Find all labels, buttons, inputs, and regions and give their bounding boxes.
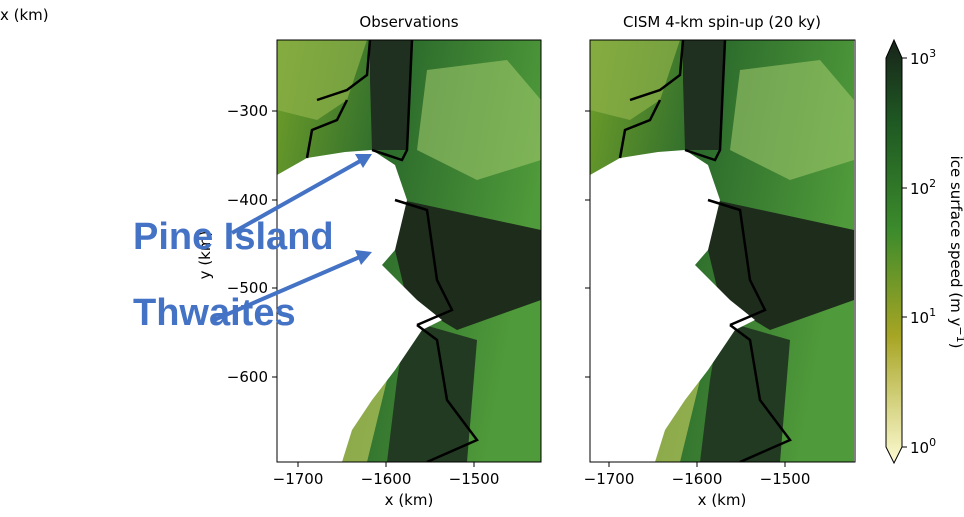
model-map <box>590 40 854 462</box>
text-part: −1 <box>954 326 964 342</box>
y-tick-label: −300 <box>227 102 268 120</box>
text-part: 3 <box>929 47 936 60</box>
arrows <box>213 154 372 322</box>
x-label: x (km) <box>698 491 747 509</box>
x-tick-label: −1600 <box>672 470 723 488</box>
x-tick-label: −1500 <box>760 470 811 488</box>
axes-frame <box>589 39 856 463</box>
annotation: Thwaites <box>133 292 296 334</box>
text-part: 2 <box>929 177 936 190</box>
annotation: Pine Island <box>133 216 334 258</box>
x-tick-label: −1700 <box>584 470 635 488</box>
y-label: y (km) <box>196 231 214 280</box>
colorbar <box>885 38 903 465</box>
panel-title: Observations <box>359 13 458 31</box>
colorbar-ticks: 103 102 101 100 <box>902 47 936 457</box>
colorbar-tick-label: 100 <box>910 436 936 457</box>
colorbar-tick-label: 102 <box>910 177 936 198</box>
x-ticks: −1700 −1600 −1500 <box>273 462 500 488</box>
text-part: 10 <box>910 50 929 68</box>
y-tick-label: −600 <box>227 368 268 386</box>
text-part: 0 <box>929 436 936 449</box>
text-part: ) <box>947 343 964 349</box>
x-tick-label: −1700 <box>273 470 324 488</box>
text-part: 10 <box>910 439 929 457</box>
text-part: 10 <box>910 180 929 198</box>
y-tick-label: −500 <box>227 279 268 297</box>
panel-title: CISM 4-km spin-up (20 ky) <box>623 13 821 31</box>
axes-frame <box>276 39 542 463</box>
text-part: ice surface speed (m y <box>947 156 964 327</box>
y-tick-label: −400 <box>227 191 268 209</box>
text-part: 1 <box>929 306 936 319</box>
x-ticks: −1700 −1600 −1500 <box>584 110 811 488</box>
colorbar-tick-label: 103 <box>910 47 936 68</box>
text-part: 10 <box>910 309 929 327</box>
corner-label: x (km) <box>0 6 49 24</box>
colorbar-tick-label: 101 <box>910 306 936 327</box>
colorbar-label: ice surface speed (m y−1) <box>947 156 964 349</box>
y-ticks: −300 −400 −500 −600 <box>227 102 277 386</box>
x-tick-label: −1500 <box>449 470 500 488</box>
x-label: x (km) <box>385 491 434 509</box>
x-tick-label: −1600 <box>361 470 412 488</box>
